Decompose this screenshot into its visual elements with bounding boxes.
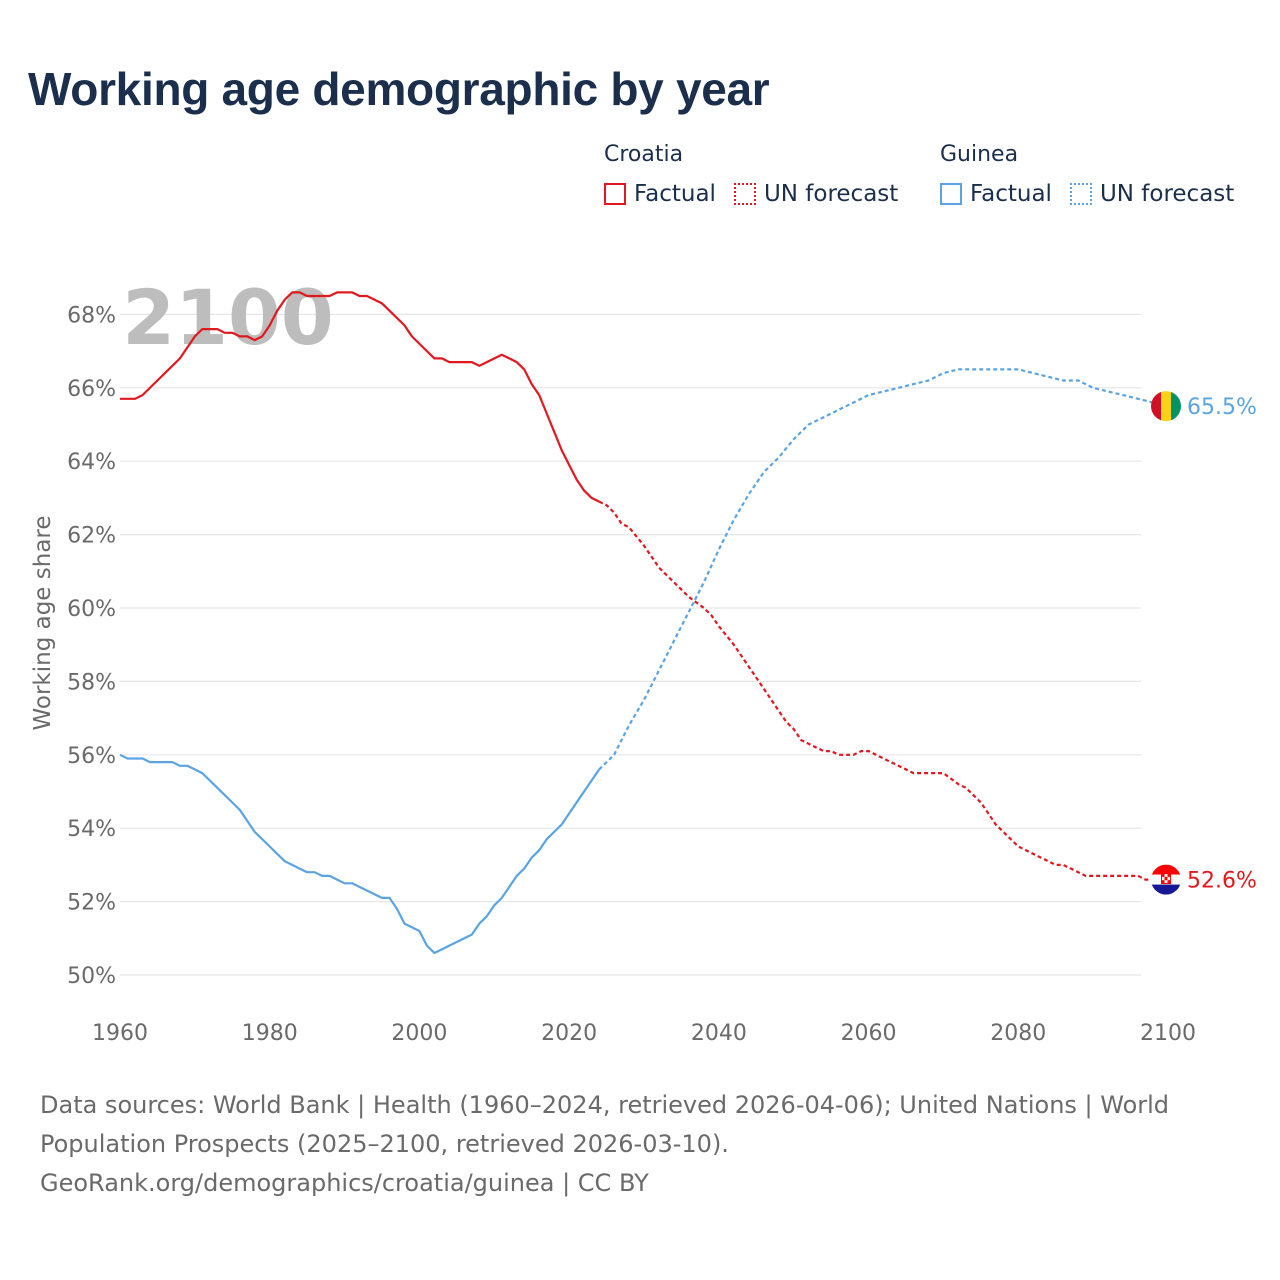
y-tick-label: 66% [67, 377, 116, 402]
guinea-end-value-label: 65.5% [1187, 395, 1257, 420]
croatia-end-value-label: 52.6% [1187, 869, 1257, 894]
legend-swatch-dotted [1069, 183, 1092, 205]
croatia-forecast-line[interactable] [598, 500, 1168, 881]
y-tick-label: 68% [67, 303, 116, 328]
y-tick-label: 58% [67, 670, 116, 695]
x-tick-label: 2080 [990, 1021, 1046, 1046]
y-tick-label: 62% [67, 524, 116, 549]
y-tick-label: 54% [67, 817, 116, 842]
legend-label: Factual [634, 181, 716, 207]
footer: Data sources: World Bank | Health (1960–… [40, 1086, 1240, 1203]
y-tick-label: 64% [67, 450, 116, 475]
guinea-forecast-line[interactable] [598, 368, 1169, 771]
legend-swatch-solid [604, 183, 626, 205]
year-overlay: 2100 [122, 273, 334, 362]
legend-guinea: Guinea Factual UN forecast [940, 142, 1252, 207]
x-tick-label: 2000 [391, 1021, 447, 1046]
guinea-factual-line[interactable] [119, 753, 601, 955]
croatia-flag-icon [1151, 864, 1181, 895]
legend-guinea-factual[interactable]: Factual [940, 181, 1052, 207]
y-tick-label: 60% [67, 597, 116, 622]
x-tick-label: 1960 [92, 1021, 148, 1046]
footer-source-line-2: Population Prospects (2025–2100, retriev… [40, 1130, 729, 1158]
legend-label: UN forecast [1099, 181, 1235, 207]
y-tick-label: 56% [67, 744, 116, 769]
x-tick-label: 1980 [242, 1021, 298, 1046]
y-axis-label: Working age share [30, 515, 56, 730]
x-tick-label: 2100 [1140, 1021, 1196, 1046]
y-tick-label: 52% [67, 891, 116, 916]
legend-croatia-forecast[interactable]: UN forecast [733, 181, 899, 207]
x-tick-label: 2040 [691, 1021, 747, 1046]
chart-title: Working age demographic by year [28, 63, 770, 115]
legend-swatch-solid [940, 183, 962, 205]
y-tick-label: 50% [67, 964, 116, 989]
legend-label: UN forecast [763, 181, 899, 207]
footer-source-line-1: Data sources: World Bank | Health (1960–… [40, 1091, 1170, 1119]
footer-attribution[interactable]: GeoRank.org/demographics/croatia/guinea … [40, 1169, 649, 1197]
guinea-flag-icon [1151, 391, 1181, 422]
croatia-factual-line[interactable] [120, 291, 600, 503]
legend-guinea-forecast[interactable]: UN forecast [1069, 181, 1235, 207]
legend-croatia-factual[interactable]: Factual [604, 181, 716, 207]
legend-swatch-dotted [733, 183, 756, 205]
legend-country-croatia: Croatia [604, 142, 684, 167]
legend-label: Factual [970, 181, 1052, 207]
x-tick-label: 2020 [541, 1021, 597, 1046]
x-tick-label: 2060 [841, 1021, 897, 1046]
legend-croatia: Croatia Factual UN forecast [604, 142, 916, 207]
legend-country-guinea: Guinea [940, 142, 1019, 167]
line-chart: 2100 50% 52% 54% 56% 58% 60% 62% 64% 66% 68% 1960 1… [30, 273, 1257, 1046]
